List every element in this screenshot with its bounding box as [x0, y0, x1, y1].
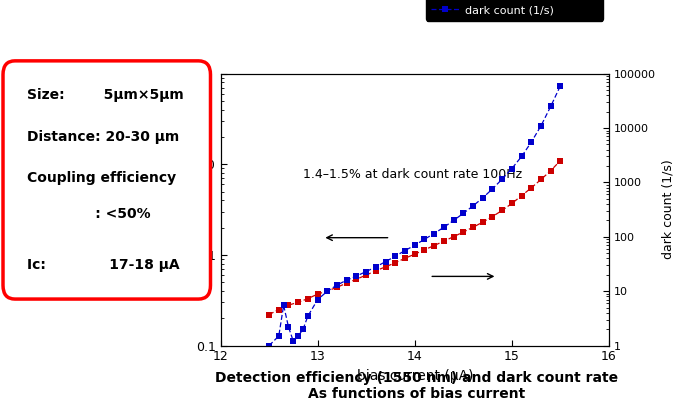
- Text: Size:        5μm×5μm: Size: 5μm×5μm: [27, 88, 183, 102]
- Text: Coupling efficiency: Coupling efficiency: [27, 171, 176, 185]
- X-axis label: bias current (μA): bias current (μA): [356, 369, 473, 383]
- Text: 1.4–1.5% at dark count rate 100Hz: 1.4–1.5% at dark count rate 100Hz: [303, 169, 522, 181]
- Y-axis label: detection efficiency (%): detection efficiency (%): [178, 135, 192, 285]
- Text: Detection efficiency (1550 nm) and dark count rate
As functions of bias current: Detection efficiency (1550 nm) and dark …: [215, 371, 618, 401]
- Y-axis label: dark count (1/s): dark count (1/s): [662, 160, 674, 259]
- Text: : <50%: : <50%: [27, 207, 150, 221]
- Legend: detection efficiency (%), dark count (1/s): detection efficiency (%), dark count (1/…: [426, 0, 603, 20]
- Text: Ic:             17-18 μA: Ic: 17-18 μA: [27, 258, 180, 272]
- FancyBboxPatch shape: [3, 61, 211, 299]
- Text: Distance: 20-30 μm: Distance: 20-30 μm: [27, 130, 179, 144]
